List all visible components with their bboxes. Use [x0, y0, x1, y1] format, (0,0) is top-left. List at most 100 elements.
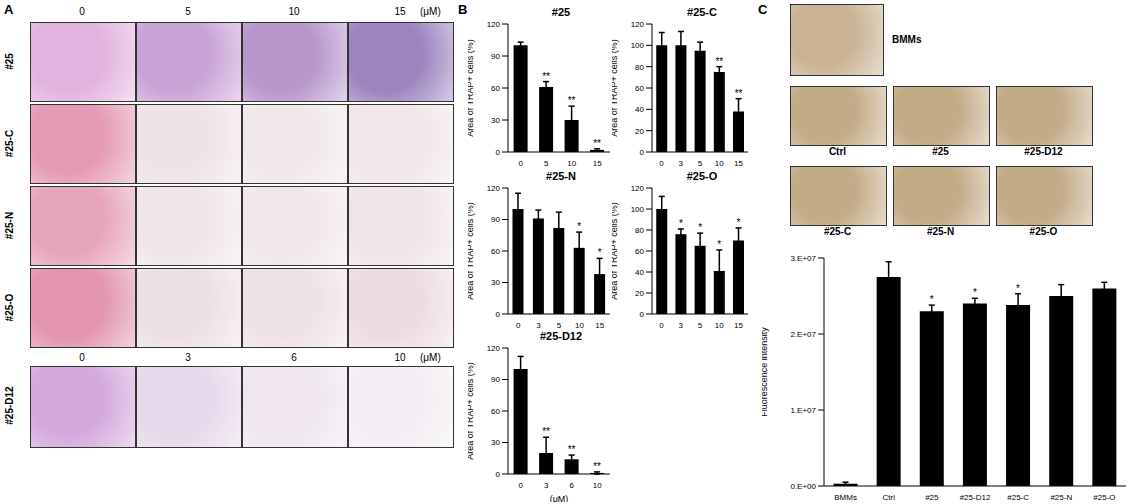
svg-text:3: 3	[536, 321, 541, 330]
svg-text:(μM): (μM)	[550, 494, 569, 502]
svg-text:120: 120	[631, 184, 645, 193]
svg-text:10: 10	[575, 321, 584, 330]
svg-text:80: 80	[635, 226, 644, 235]
svg-text:60: 60	[491, 407, 500, 416]
svg-text:40: 40	[635, 105, 644, 114]
svg-text:**: **	[593, 461, 601, 472]
svg-text:120: 120	[487, 344, 501, 353]
svg-text:15: 15	[734, 321, 743, 330]
html-text:#25-C: #25-C	[3, 129, 15, 158]
svg-text:Fluorescence intensity: Fluorescence intensity	[762, 327, 769, 417]
svg-text:6: 6	[570, 481, 575, 490]
svg-text:20: 20	[635, 127, 644, 136]
svg-text:0: 0	[516, 321, 521, 330]
svg-text:90: 90	[491, 215, 500, 224]
svg-text:Area of TRAP+ cells (%): Area of TRAP+ cells (%)	[612, 202, 619, 300]
svg-text:15: 15	[595, 321, 604, 330]
svg-text:**: **	[735, 88, 743, 99]
svg-text:15: 15	[593, 159, 602, 168]
svg-text:20: 20	[635, 289, 644, 298]
html-text:(μM): (μM)	[420, 6, 441, 17]
svg-text:10: 10	[715, 159, 724, 168]
svg-text:#25-C: #25-C	[1007, 493, 1029, 502]
svg-text:0: 0	[640, 148, 645, 157]
svg-text:**: **	[593, 138, 601, 149]
svg-text:5: 5	[557, 321, 562, 330]
svg-text:0: 0	[659, 159, 664, 168]
svg-text:*: *	[717, 239, 721, 250]
svg-text:10: 10	[593, 481, 602, 490]
svg-text:Area of TRAP+ cells (%): Area of TRAP+ cells (%)	[612, 39, 619, 137]
svg-text:90: 90	[491, 375, 500, 384]
svg-text:0: 0	[496, 470, 501, 479]
svg-text:**: **	[715, 56, 723, 67]
html-text:#25-C: #25-C	[687, 6, 717, 18]
svg-text:100: 100	[631, 41, 645, 50]
svg-text:80: 80	[635, 63, 644, 72]
html-text:#25-O: #25-O	[686, 170, 718, 182]
svg-text:10: 10	[715, 321, 724, 330]
svg-text:5: 5	[698, 159, 703, 168]
svg-text:0: 0	[640, 310, 645, 319]
svg-text:120: 120	[487, 20, 501, 29]
svg-text:60: 60	[635, 247, 644, 256]
svg-text:30: 30	[491, 116, 500, 125]
svg-text:Area of TRAP+ cells (%): Area of TRAP+ cells (%)	[468, 39, 475, 137]
html-text:#25: #25	[551, 6, 571, 18]
svg-text:*: *	[737, 217, 741, 228]
html-text:#25-O: #25-O	[3, 293, 15, 322]
svg-text:#25-D12: #25-D12	[960, 493, 991, 502]
svg-text:0: 0	[496, 148, 501, 157]
svg-text:1.E+07: 1.E+07	[790, 406, 816, 415]
svg-text:2.E+07: 2.E+07	[790, 330, 816, 339]
svg-text:15: 15	[734, 159, 743, 168]
svg-text:#25: #25	[925, 493, 939, 502]
svg-text:0: 0	[519, 481, 524, 490]
svg-text:**: **	[542, 71, 550, 82]
html-text:#25-N: #25-N	[3, 211, 15, 240]
svg-text:*: *	[973, 287, 977, 298]
svg-text:0: 0	[519, 159, 524, 168]
svg-text:90: 90	[491, 52, 500, 61]
svg-text:Area of TRAP+ cells (%): Area of TRAP+ cells (%)	[468, 362, 475, 460]
svg-text:0.E+00: 0.E+00	[790, 482, 816, 491]
svg-text:*: *	[698, 222, 702, 233]
svg-text:120: 120	[631, 20, 645, 29]
svg-text:**: **	[568, 444, 576, 455]
svg-text:40: 40	[635, 268, 644, 277]
svg-text:*: *	[577, 221, 581, 232]
svg-text:0: 0	[659, 321, 664, 330]
svg-text:Ctrl: Ctrl	[882, 493, 895, 502]
svg-text:0: 0	[496, 310, 501, 319]
html-text:#25-N: #25-N	[546, 170, 576, 182]
svg-text:#25-O: #25-O	[1093, 493, 1115, 502]
svg-text:Area of TRAP+ cells (%): Area of TRAP+ cells (%)	[468, 202, 475, 300]
html-text:10: 10	[288, 6, 300, 17]
svg-text:*: *	[1016, 283, 1020, 294]
svg-text:**: **	[542, 426, 550, 437]
svg-text:100: 100	[631, 205, 645, 214]
svg-text:5: 5	[544, 159, 549, 168]
html-text:#25-D12: #25-D12	[539, 330, 583, 342]
svg-text:3: 3	[679, 159, 684, 168]
svg-text:*: *	[679, 218, 683, 229]
svg-text:120: 120	[487, 184, 501, 193]
svg-text:3.E+07: 3.E+07	[790, 254, 816, 263]
svg-text:3: 3	[679, 321, 684, 330]
svg-text:60: 60	[491, 84, 500, 93]
svg-text:5: 5	[698, 321, 703, 330]
svg-text:**: **	[568, 95, 576, 106]
svg-text:*: *	[598, 247, 602, 258]
svg-text:30: 30	[491, 438, 500, 447]
svg-text:3: 3	[544, 481, 549, 490]
html-text:#25-D12: #25-D12	[3, 386, 15, 425]
svg-text:60: 60	[635, 84, 644, 93]
html-text:#25: #25	[3, 53, 15, 70]
svg-text:BMMs: BMMs	[834, 493, 857, 502]
html-text:15: 15	[394, 6, 406, 17]
svg-text:#25-N: #25-N	[1050, 493, 1072, 502]
svg-text:30: 30	[491, 278, 500, 287]
svg-text:10: 10	[567, 159, 576, 168]
svg-text:60: 60	[491, 247, 500, 256]
svg-text:*: *	[930, 294, 934, 305]
